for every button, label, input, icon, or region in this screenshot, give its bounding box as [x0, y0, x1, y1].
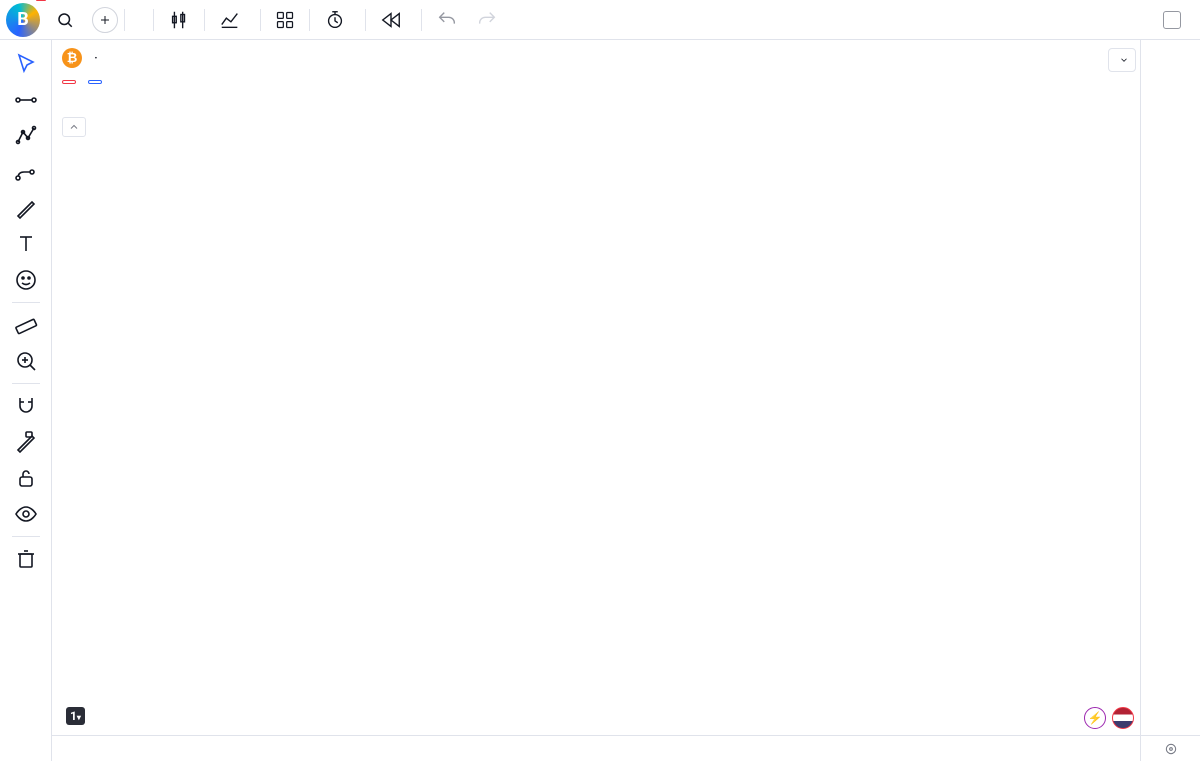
chart-area[interactable]: ₿ ·	[52, 40, 1140, 735]
bitcoin-icon: ₿	[62, 48, 82, 68]
topbar: В	[0, 0, 1200, 40]
lock-tool[interactable]	[6, 460, 46, 496]
ruler-tool[interactable]	[6, 307, 46, 343]
axis-settings-button[interactable]	[1140, 735, 1200, 761]
chart-pane: ₿ ·	[52, 40, 1200, 761]
time-axis[interactable]	[52, 735, 1140, 761]
layout-button[interactable]	[1155, 4, 1194, 36]
notifications-badge[interactable]	[36, 0, 46, 1]
gear-icon	[1163, 741, 1179, 757]
plus-icon	[99, 14, 111, 26]
pencil-tool[interactable]	[6, 190, 46, 226]
trendline-tool[interactable]	[6, 82, 46, 118]
price-axis[interactable]	[1140, 40, 1200, 735]
tradingview-watermark: 1▾	[66, 707, 91, 725]
fib-tool[interactable]	[6, 118, 46, 154]
flag-icon[interactable]	[1112, 707, 1134, 729]
alerts-button[interactable]	[316, 4, 359, 36]
undo-button[interactable]	[428, 4, 466, 36]
chevron-down-icon	[1119, 55, 1129, 65]
indicators-button[interactable]	[211, 4, 254, 36]
undo-icon	[436, 9, 458, 31]
redo-button[interactable]	[468, 4, 506, 36]
brush-tool[interactable]	[6, 154, 46, 190]
tradingview-logo[interactable]: В	[6, 3, 40, 37]
interval-button[interactable]	[131, 4, 147, 36]
rewind-icon	[380, 9, 402, 31]
left-toolbar	[0, 40, 52, 761]
flash-icon[interactable]: ⚡	[1084, 707, 1106, 729]
alert-icon	[324, 9, 346, 31]
add-symbol-button[interactable]	[92, 7, 118, 33]
lock-drawings-tool[interactable]	[6, 424, 46, 460]
indicators-icon	[219, 9, 241, 31]
emoji-tool[interactable]	[6, 262, 46, 298]
magnet-tool[interactable]	[6, 388, 46, 424]
replay-button[interactable]	[372, 4, 415, 36]
cursor-tool[interactable]	[6, 46, 46, 82]
templates-button[interactable]	[267, 4, 303, 36]
chart-style-button[interactable]	[160, 4, 198, 36]
currency-selector[interactable]	[1108, 48, 1136, 72]
remove-tool[interactable]	[6, 541, 46, 577]
checkbox-icon	[1163, 11, 1181, 29]
bid-pill[interactable]	[62, 80, 76, 84]
zoom-tool[interactable]	[6, 343, 46, 379]
text-tool[interactable]	[6, 226, 46, 262]
search-icon	[56, 11, 74, 29]
collapse-legend-button[interactable]	[62, 117, 86, 137]
symbol-search[interactable]	[46, 4, 90, 36]
grid-icon	[275, 10, 295, 30]
chart-legend: ₿ ·	[62, 48, 110, 137]
hide-tool[interactable]	[6, 496, 46, 532]
candles-icon	[168, 9, 190, 31]
chevron-up-icon	[68, 121, 80, 133]
ask-pill[interactable]	[88, 80, 102, 84]
redo-icon	[476, 9, 498, 31]
